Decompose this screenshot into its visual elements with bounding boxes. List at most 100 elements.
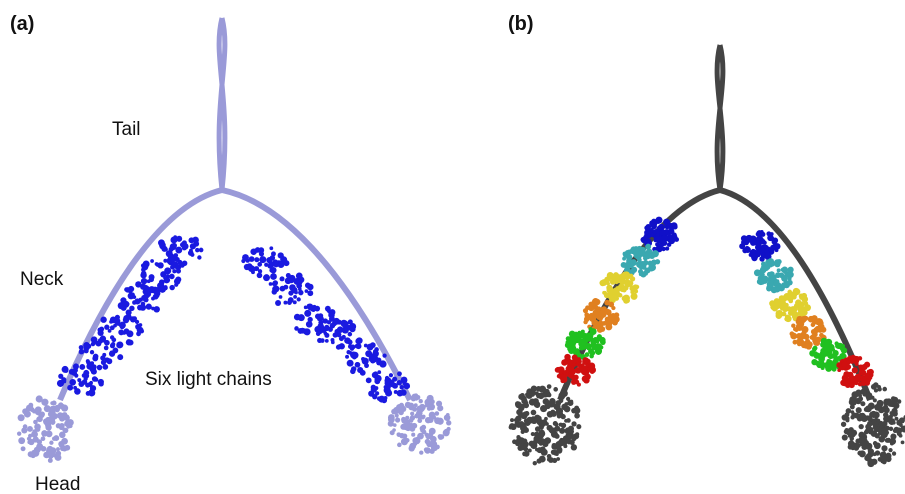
blob-atom [47, 422, 51, 426]
blob-atom [333, 332, 338, 337]
blob-atom [772, 238, 778, 244]
blob-atom [269, 282, 273, 286]
blob-atom [833, 350, 838, 355]
blob-atom [190, 253, 194, 257]
blob-atom [873, 382, 879, 388]
blob-atom [869, 427, 873, 431]
blob-atom [64, 369, 68, 373]
blob-atom [537, 447, 543, 453]
blob-atom [409, 418, 414, 423]
blob-atom [841, 422, 846, 427]
blob-atom [579, 339, 586, 346]
blob-atom [408, 403, 414, 409]
blob-atom [67, 419, 74, 426]
blob-atom [104, 325, 109, 330]
blob-atom [293, 295, 297, 299]
blob-atom [846, 408, 852, 414]
blob-atom [141, 263, 145, 267]
blob-atom [624, 279, 631, 286]
blob-atom [803, 334, 809, 340]
blob-atom [401, 438, 408, 445]
blob-atom [537, 439, 542, 444]
blob-atom [849, 375, 856, 382]
blob-atom [337, 344, 341, 348]
blob-atom [596, 321, 603, 328]
blob-atom [901, 441, 905, 445]
blob-atom [788, 295, 793, 300]
blob-atom [860, 370, 866, 376]
blob-atom [623, 252, 627, 256]
blob-atom [37, 439, 42, 444]
blob-atom [295, 280, 299, 284]
blob-atom [319, 316, 323, 320]
blob-atom [581, 366, 588, 373]
blob-atom [607, 315, 613, 321]
label-tail: Tail [112, 119, 141, 140]
blob-atom [279, 276, 284, 281]
blob-atom [39, 411, 45, 417]
blob-atom [377, 370, 381, 374]
blob-atom [288, 297, 294, 303]
blob-atom [132, 316, 137, 321]
blob-atom [648, 230, 652, 234]
panel-tag: (b) [508, 13, 534, 35]
blob-atom [121, 305, 127, 311]
figure: (a) (b) Tail Neck Six light chains Head [0, 0, 905, 494]
blob-atom [874, 426, 878, 430]
blob-atom [182, 243, 189, 250]
blob-atom [781, 268, 785, 272]
blob-atom [246, 263, 252, 269]
blob-atom [556, 457, 560, 461]
blob-atom [777, 268, 781, 272]
blob-atom [877, 400, 883, 406]
blob-atom [547, 454, 552, 459]
blob-atom [815, 337, 821, 343]
blob-atom [259, 256, 266, 263]
blob-atom [254, 257, 259, 262]
blob-atom [759, 256, 764, 261]
blob-atom [283, 301, 287, 305]
blob-atom [585, 332, 592, 339]
blob-atom [661, 230, 667, 236]
blob-atom [850, 432, 856, 438]
blob-atom [637, 258, 642, 263]
blob-atom [283, 260, 289, 266]
blob-atom [58, 374, 63, 379]
blob-atom [104, 346, 109, 351]
blob-atom [752, 253, 756, 257]
blob-atom [395, 413, 399, 417]
blob-atom [524, 420, 530, 426]
blob-atom [420, 428, 424, 432]
blob-atom [405, 416, 409, 420]
blob-atom [393, 384, 397, 388]
blob-atom [61, 412, 67, 418]
blob-atom [549, 398, 556, 405]
blob-atom [888, 448, 892, 452]
blob-atom [533, 461, 537, 465]
blob-atom [844, 429, 849, 434]
blob-atom [163, 259, 167, 263]
blob-atom [328, 327, 333, 332]
blob-atom [645, 244, 651, 250]
blob-atom [570, 345, 576, 351]
blob-atom [125, 302, 129, 306]
blob-atom [29, 405, 33, 409]
blob-atom [859, 424, 864, 429]
blob-atom [585, 305, 590, 310]
blob-atom [424, 433, 428, 437]
blob-atom [102, 353, 106, 357]
blob-atom [175, 247, 182, 254]
blob-atom [870, 411, 877, 418]
blob-atom [264, 263, 268, 267]
blob-atom [402, 433, 407, 438]
blob-atom [882, 460, 887, 465]
blob-atom [569, 370, 573, 374]
blob-atom [288, 290, 293, 295]
blob-atom [147, 279, 151, 283]
blob-atom [298, 314, 305, 321]
blob-atom [774, 279, 780, 285]
blob-atom [392, 377, 397, 382]
blob-atom [859, 450, 866, 457]
blob-atom [63, 380, 67, 384]
blob-atom [430, 442, 436, 448]
